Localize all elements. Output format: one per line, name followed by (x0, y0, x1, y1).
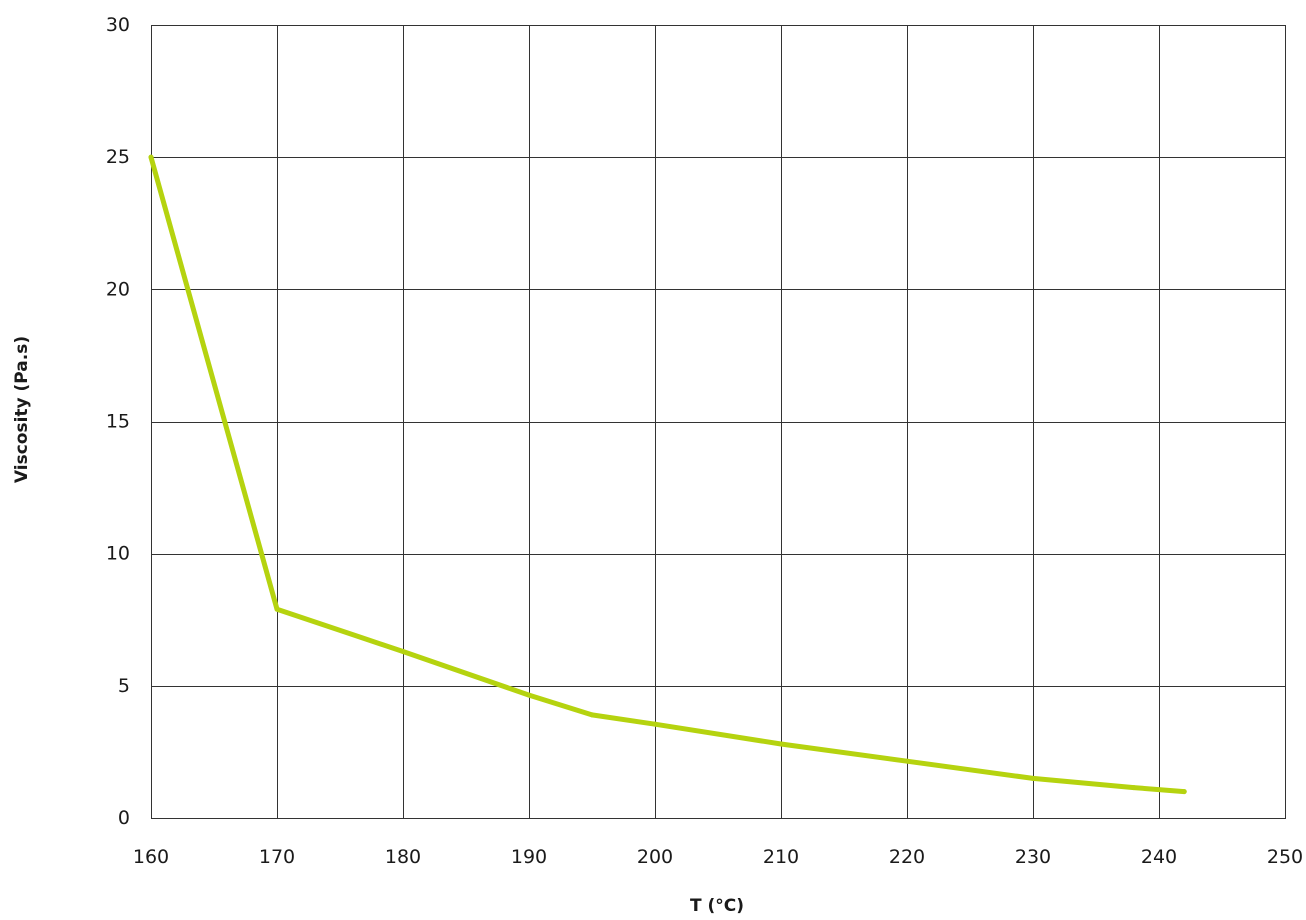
data-point (904, 758, 910, 764)
grid (151, 25, 1286, 819)
y-tick-label: 10 (106, 543, 130, 565)
data-point (1030, 775, 1036, 781)
x-tick-label: 170 (259, 846, 295, 868)
x-tick-label: 190 (511, 846, 547, 868)
series-group (148, 154, 1187, 795)
data-point (778, 741, 784, 747)
x-tick-label: 220 (889, 846, 925, 868)
y-tick-label: 5 (118, 675, 130, 697)
x-tick-label: 210 (763, 846, 799, 868)
data-point (148, 154, 154, 160)
y-axis-title: Viscosity (Pa.s) (12, 336, 32, 483)
series-line (148, 154, 1187, 795)
x-tick-label: 240 (1141, 846, 1177, 868)
data-point (526, 692, 532, 698)
data-point (400, 648, 406, 654)
x-axis-title: T (°C) (690, 896, 744, 916)
x-tick-label: 160 (133, 846, 169, 868)
y-tick-label: 20 (106, 278, 130, 300)
y-tick-label: 30 (106, 14, 130, 36)
x-tick-label: 250 (1267, 846, 1303, 868)
data-point (274, 606, 280, 612)
data-point (589, 712, 595, 718)
plot-frame (151, 25, 1286, 819)
y-tick-label: 0 (118, 807, 130, 829)
data-point (1181, 789, 1187, 795)
y-tick-label: 25 (106, 146, 130, 168)
x-tick-label: 180 (385, 846, 421, 868)
x-tick-label: 230 (1015, 846, 1051, 868)
data-point (1131, 785, 1137, 791)
tick-labels: 160 170 180 190 200 210 220 230 240 250 0 5 10 15 20 25… (106, 14, 1303, 868)
y-tick-label: 15 (106, 411, 130, 433)
data-point (652, 721, 658, 727)
x-tick-label: 200 (637, 846, 673, 868)
